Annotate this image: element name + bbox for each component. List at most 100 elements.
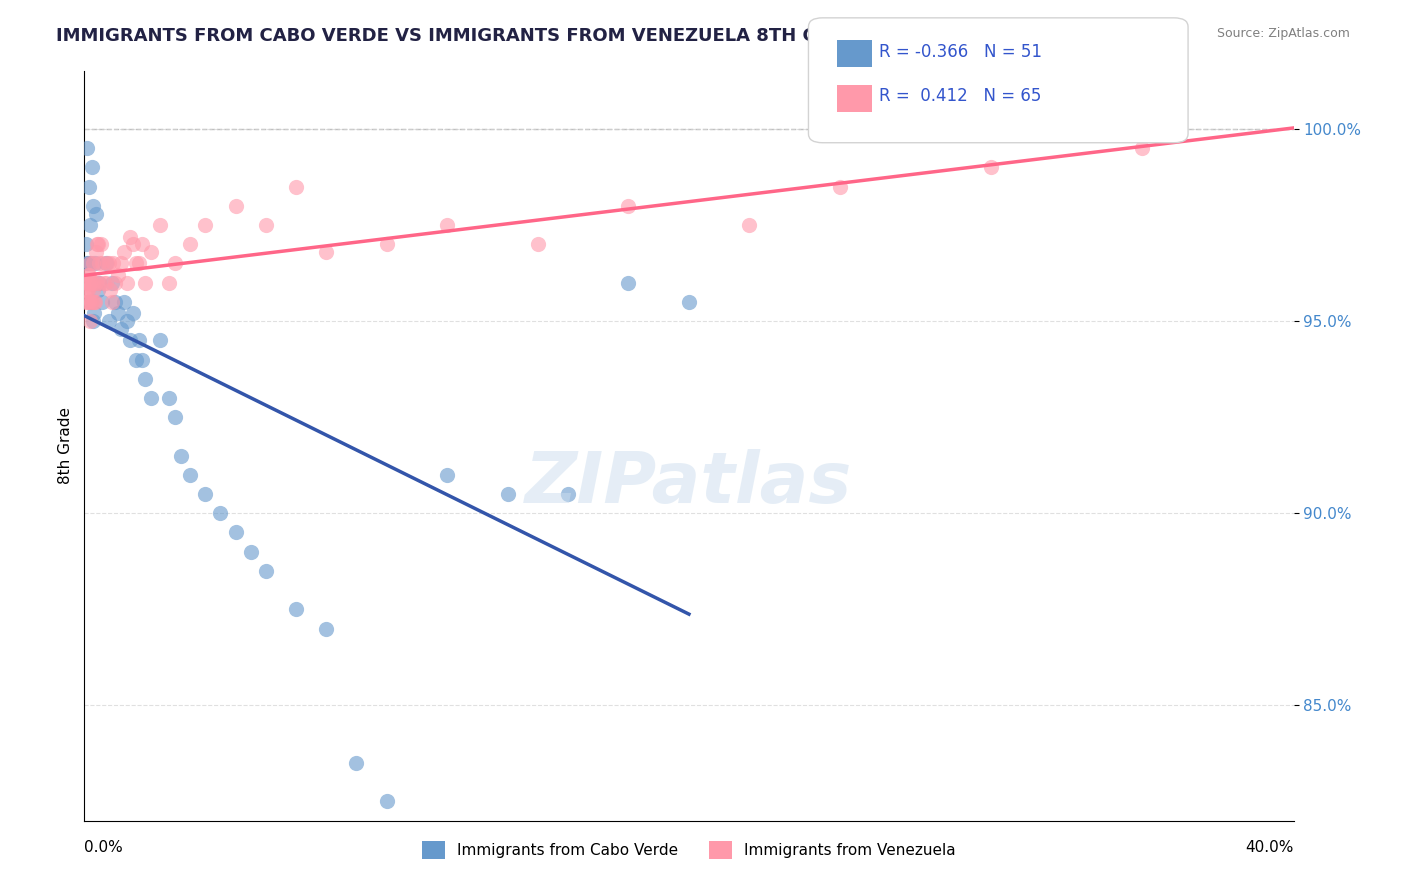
Point xyxy=(284,179,308,194)
Point xyxy=(77,294,100,309)
Y-axis label: 8th Grade: 8th Grade xyxy=(58,408,73,484)
Point xyxy=(84,294,107,309)
Point xyxy=(80,294,103,309)
Point xyxy=(125,256,148,270)
Point xyxy=(76,141,98,155)
Point xyxy=(157,276,180,290)
Point xyxy=(121,306,143,320)
Point xyxy=(107,268,129,282)
Point xyxy=(80,294,103,309)
Point xyxy=(94,256,117,270)
Point xyxy=(82,276,104,290)
Point xyxy=(97,256,120,270)
Point xyxy=(436,467,458,482)
Point xyxy=(77,179,100,194)
Point xyxy=(194,487,217,501)
Point xyxy=(79,314,101,328)
Point xyxy=(527,237,550,252)
Point xyxy=(157,391,180,405)
Point xyxy=(76,276,98,290)
Point xyxy=(79,256,101,270)
Point xyxy=(86,206,108,220)
Point xyxy=(77,268,100,282)
Point xyxy=(80,276,103,290)
Point xyxy=(225,525,247,540)
Point xyxy=(118,229,141,244)
Text: 40.0%: 40.0% xyxy=(1246,840,1294,855)
Point xyxy=(738,218,761,232)
Point xyxy=(149,218,172,232)
Text: ZIPatlas: ZIPatlas xyxy=(526,449,852,518)
Point xyxy=(104,276,127,290)
Text: Source: ZipAtlas.com: Source: ZipAtlas.com xyxy=(1216,27,1350,40)
Point xyxy=(678,294,700,309)
Point xyxy=(107,306,129,320)
Point xyxy=(91,256,114,270)
Point xyxy=(194,218,217,232)
Point xyxy=(436,218,458,232)
Point xyxy=(617,276,640,290)
Point xyxy=(315,622,337,636)
Point xyxy=(82,314,104,328)
Point xyxy=(557,487,579,501)
Point xyxy=(80,294,103,309)
Point xyxy=(80,161,103,175)
Point xyxy=(87,237,110,252)
Point xyxy=(225,199,247,213)
Text: IMMIGRANTS FROM CABO VERDE VS IMMIGRANTS FROM VENEZUELA 8TH GRADE CORRELATION CH: IMMIGRANTS FROM CABO VERDE VS IMMIGRANTS… xyxy=(56,27,1094,45)
Point xyxy=(77,284,100,298)
Point xyxy=(76,294,98,309)
Point xyxy=(112,294,135,309)
Point xyxy=(375,237,398,252)
Point xyxy=(980,161,1002,175)
Point xyxy=(128,334,150,348)
Point xyxy=(254,218,277,232)
Point xyxy=(79,218,101,232)
Point xyxy=(76,256,98,270)
Point xyxy=(84,256,107,270)
Point xyxy=(87,284,110,298)
Point xyxy=(79,276,101,290)
Text: R =  0.412   N = 65: R = 0.412 N = 65 xyxy=(879,87,1040,105)
Point xyxy=(179,237,201,252)
Point xyxy=(496,487,519,501)
Text: R = -0.366   N = 51: R = -0.366 N = 51 xyxy=(879,43,1042,61)
Point xyxy=(83,306,105,320)
Point xyxy=(87,256,110,270)
Point xyxy=(86,244,108,259)
Point xyxy=(121,237,143,252)
Point xyxy=(139,391,162,405)
Legend: Immigrants from Cabo Verde, Immigrants from Venezuela: Immigrants from Cabo Verde, Immigrants f… xyxy=(416,835,962,865)
Point xyxy=(128,256,150,270)
Point xyxy=(82,284,104,298)
Point xyxy=(134,372,156,386)
Point xyxy=(82,199,104,213)
Point xyxy=(75,284,97,298)
Point xyxy=(254,564,277,578)
Point xyxy=(93,276,115,290)
Point xyxy=(100,294,122,309)
Point xyxy=(179,467,201,482)
Point xyxy=(83,294,105,309)
Point xyxy=(112,244,135,259)
Point xyxy=(97,314,120,328)
Point xyxy=(100,276,122,290)
Point xyxy=(149,334,172,348)
Point xyxy=(77,256,100,270)
Point xyxy=(75,237,97,252)
Point xyxy=(284,602,308,616)
Point xyxy=(170,449,193,463)
Point xyxy=(375,794,398,808)
Point xyxy=(104,294,127,309)
Point xyxy=(79,256,101,270)
Point xyxy=(84,276,107,290)
Point xyxy=(115,276,138,290)
Point xyxy=(118,334,141,348)
Point xyxy=(1130,141,1153,155)
Point xyxy=(125,352,148,367)
Point xyxy=(98,284,121,298)
Point xyxy=(617,199,640,213)
Point xyxy=(94,276,117,290)
Point xyxy=(101,256,124,270)
Point xyxy=(315,244,337,259)
